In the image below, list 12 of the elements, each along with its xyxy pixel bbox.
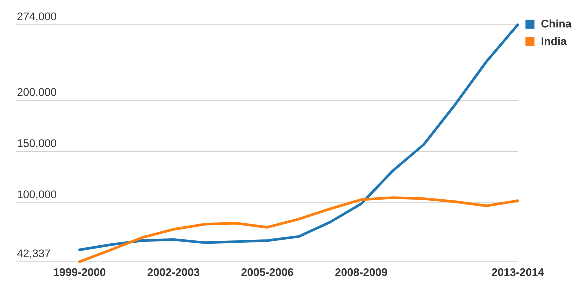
y-tick-label: 200,000: [18, 88, 57, 98]
legend-label: India: [542, 37, 567, 46]
legend-label: China: [542, 20, 572, 28]
y-tick-label: 150,000: [18, 140, 57, 149]
y-tick-label: 274,000: [18, 12, 57, 22]
x-tick-label: 2005-2006: [242, 268, 294, 276]
x-tick-label: 1999-2000: [54, 268, 106, 276]
x-tick-label: 2008-2009: [336, 268, 388, 276]
x-tick-label: 2002-2003: [148, 268, 200, 276]
y-tick-label: 100,000: [18, 190, 57, 200]
y-tick-label: 42,337: [17, 250, 50, 259]
x-tick-label: 2013-2014: [492, 268, 544, 276]
